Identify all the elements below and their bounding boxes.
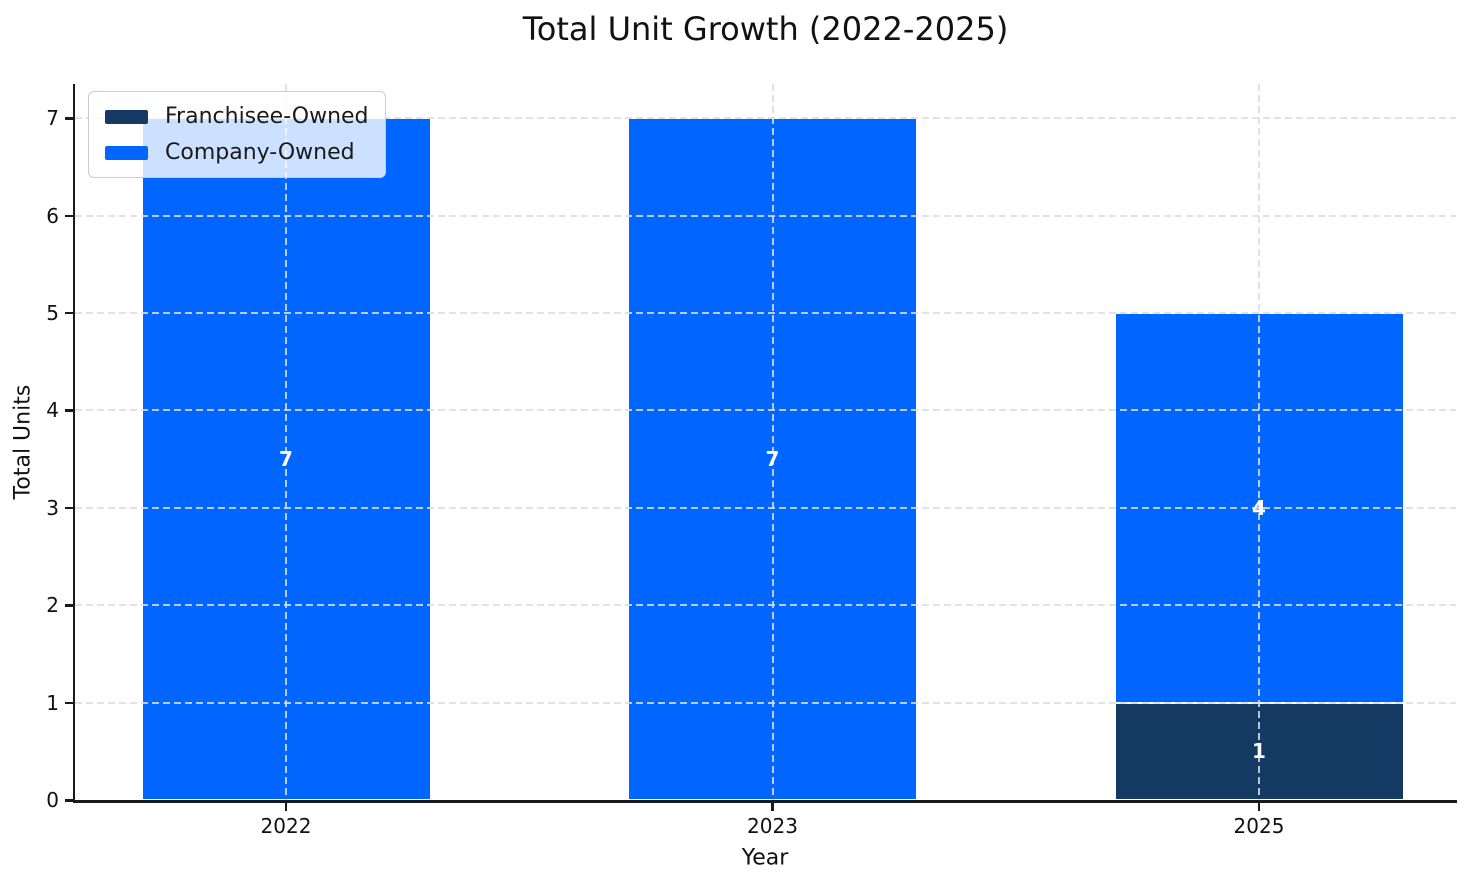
y-tick-label: 7: [46, 106, 59, 131]
legend-item: Franchisee-Owned: [105, 103, 369, 130]
chart-title: Total Unit Growth (2022-2025): [522, 10, 1009, 48]
legend: Franchisee-Owned Company-Owned: [88, 91, 386, 178]
legend-label: Company-Owned: [165, 140, 355, 165]
plot-area: 7 7 1 4 Franchisee-Owned Company-Owned: [72, 84, 1457, 803]
y-tick-label: 1: [46, 690, 59, 715]
gridline-horizontal: [75, 701, 1456, 704]
gridline-horizontal: [75, 409, 1456, 412]
gridline-vertical: [771, 84, 774, 800]
y-tick-label: 3: [46, 495, 59, 520]
y-axis-label: Total Units: [10, 384, 36, 500]
legend-item: Company-Owned: [105, 139, 369, 166]
gridline-horizontal: [75, 604, 1456, 607]
x-tick-label: 2022: [260, 814, 312, 838]
y-tick-label: 5: [46, 300, 59, 325]
legend-label: Franchisee-Owned: [165, 104, 369, 129]
bar-value-label: 1: [1252, 739, 1266, 764]
x-tick-mark: [771, 803, 774, 811]
x-tick-label: 2023: [747, 814, 798, 838]
y-tick-mark: [65, 604, 73, 607]
gridline-vertical: [285, 84, 287, 800]
y-tick-label: 6: [46, 203, 59, 228]
bar-value-label: 7: [765, 447, 780, 472]
gridline-horizontal: [75, 311, 1456, 314]
gridline-horizontal: [75, 214, 1456, 217]
y-tick-mark: [65, 506, 73, 510]
y-tick-mark: [65, 409, 73, 412]
x-axis-label: Year: [741, 845, 789, 871]
legend-swatch-franchisee-owned: [105, 109, 148, 124]
y-tick-label: 0: [46, 788, 59, 812]
y-tick-label: 2: [46, 593, 59, 618]
gridline-horizontal: [75, 117, 1456, 120]
y-tick-label: 4: [46, 398, 59, 423]
y-axis-spine: [72, 84, 75, 803]
y-tick-mark: [65, 214, 73, 217]
x-tick-label: 2025: [1233, 814, 1285, 838]
legend-swatch-company-owned: [105, 145, 148, 160]
grid-layer: [75, 84, 1456, 800]
y-tick-mark: [65, 117, 73, 120]
x-axis-spine: [72, 800, 1457, 803]
x-tick-mark: [284, 803, 288, 811]
gridline-horizontal: [75, 506, 1456, 509]
y-tick-mark: [65, 799, 73, 802]
x-tick-mark: [1257, 803, 1261, 811]
y-tick-mark: [65, 311, 73, 315]
bar-value-label: 4: [1252, 495, 1266, 520]
bar-value-labels-layer: 7 7 1 4: [75, 84, 1456, 800]
y-tick-mark: [65, 701, 73, 705]
bar-value-label: 7: [279, 447, 293, 472]
gridline-vertical: [1258, 84, 1260, 800]
